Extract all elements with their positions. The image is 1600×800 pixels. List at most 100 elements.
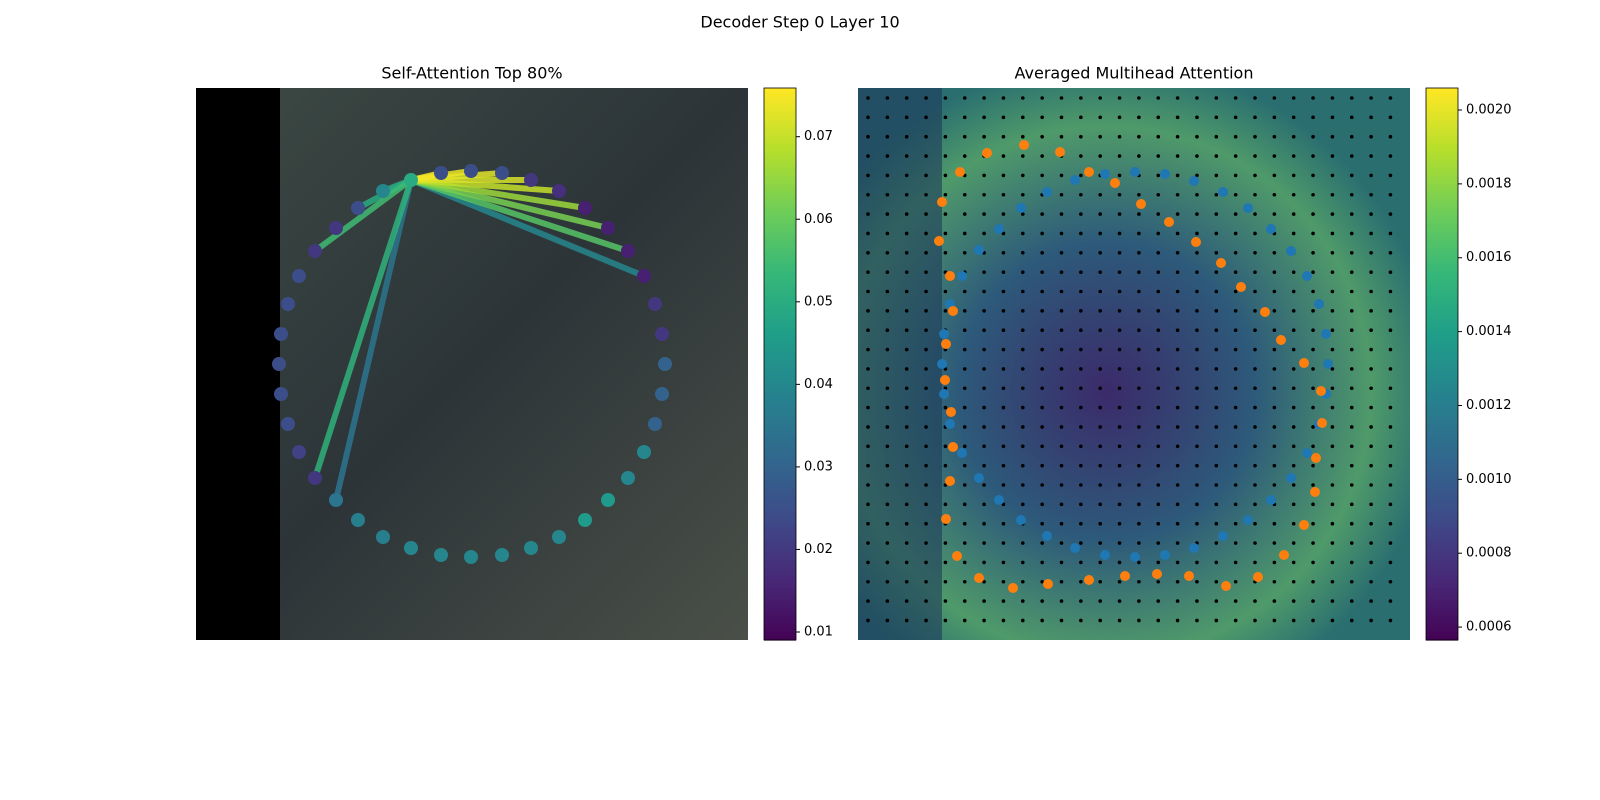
grid-dot bbox=[1059, 173, 1064, 178]
point bbox=[1189, 543, 1199, 553]
grid-dot bbox=[1272, 463, 1277, 468]
grid-dot bbox=[1291, 521, 1296, 526]
grid-dot bbox=[866, 192, 870, 197]
colorbar-swatch bbox=[764, 560, 796, 565]
grid-dot bbox=[1079, 502, 1083, 507]
grid-dot bbox=[1021, 425, 1025, 429]
point bbox=[1276, 335, 1286, 345]
grid-dot bbox=[1175, 134, 1180, 139]
grid-dot bbox=[924, 134, 928, 139]
grid-dot bbox=[1079, 328, 1083, 333]
grid-dot bbox=[1175, 309, 1180, 313]
grid-dot bbox=[885, 96, 890, 100]
colorbar-swatch bbox=[764, 336, 796, 341]
grid-dot bbox=[1369, 173, 1373, 178]
colorbar-swatch bbox=[1426, 432, 1458, 437]
colorbar-swatch bbox=[764, 632, 796, 637]
grid-dot bbox=[1330, 463, 1335, 468]
grid-dot bbox=[1098, 212, 1102, 216]
colorbar-swatch bbox=[1426, 160, 1458, 165]
colorbar-swatch bbox=[764, 636, 796, 641]
grid-dot bbox=[924, 212, 928, 216]
colorbar-swatch bbox=[1426, 220, 1458, 225]
grid-dot bbox=[866, 541, 870, 545]
colorbar-swatch bbox=[764, 248, 796, 253]
colorbar-swatch bbox=[1426, 188, 1458, 193]
colorbar-swatch bbox=[764, 576, 796, 581]
colorbar-swatch bbox=[764, 112, 796, 117]
grid-dot bbox=[1233, 289, 1238, 294]
grid-dot bbox=[982, 386, 986, 391]
colorbar-swatch bbox=[1426, 144, 1458, 149]
grid-dot bbox=[962, 289, 967, 294]
point bbox=[1321, 329, 1331, 339]
colorbar-swatch bbox=[1426, 172, 1458, 177]
colorbar-swatch bbox=[764, 384, 796, 389]
grid-dot bbox=[1311, 579, 1315, 584]
point bbox=[1110, 178, 1120, 188]
grid-dot bbox=[885, 231, 890, 236]
grid-dot bbox=[1272, 444, 1277, 449]
grid-dot bbox=[962, 405, 967, 410]
grid-dot bbox=[1253, 134, 1257, 139]
grid-dot bbox=[885, 328, 890, 333]
colorbar-swatch bbox=[1426, 580, 1458, 585]
grid-dot bbox=[1272, 289, 1277, 294]
grid-dot bbox=[1311, 115, 1315, 120]
grid-dot bbox=[1233, 328, 1238, 333]
grid-dot bbox=[1040, 289, 1044, 294]
grid-dot bbox=[1272, 599, 1277, 603]
grid-dot bbox=[1253, 444, 1257, 449]
colorbar-swatch bbox=[1426, 472, 1458, 477]
grid-dot bbox=[1137, 328, 1141, 333]
colorbar-swatch bbox=[764, 300, 796, 305]
point bbox=[1236, 282, 1246, 292]
colorbar-swatch bbox=[1426, 532, 1458, 537]
grid-dot bbox=[1388, 618, 1393, 623]
colorbar-swatch bbox=[764, 344, 796, 349]
grid-dot bbox=[1291, 289, 1296, 294]
grid-dot bbox=[1349, 212, 1354, 216]
grid-dot bbox=[943, 541, 948, 545]
grid-dot bbox=[1059, 502, 1064, 507]
point bbox=[1216, 258, 1226, 268]
grid-dot bbox=[1330, 115, 1335, 120]
grid-dot bbox=[885, 599, 890, 603]
colorbar-swatch bbox=[764, 168, 796, 173]
grid-dot bbox=[1137, 618, 1141, 623]
grid-dot bbox=[1040, 270, 1044, 274]
grid-dot bbox=[924, 367, 928, 371]
point bbox=[621, 244, 635, 258]
point bbox=[955, 167, 965, 177]
colorbar-swatch bbox=[1426, 492, 1458, 497]
point bbox=[434, 548, 448, 562]
grid-dot bbox=[982, 231, 986, 236]
grid-dot bbox=[904, 115, 909, 120]
grid-dot bbox=[1233, 309, 1238, 313]
colorbar-swatch bbox=[1426, 376, 1458, 381]
grid-dot bbox=[1349, 328, 1354, 333]
grid-dot bbox=[866, 96, 870, 100]
colorbar-swatch bbox=[1426, 296, 1458, 301]
colorbar-tick-label: 0.05 bbox=[804, 294, 833, 309]
colorbar-swatch bbox=[1426, 192, 1458, 197]
point bbox=[1323, 359, 1333, 369]
grid-dot bbox=[1079, 521, 1083, 526]
colorbar-swatch bbox=[1426, 464, 1458, 469]
grid-dot bbox=[924, 289, 928, 294]
colorbar-swatch bbox=[1426, 468, 1458, 473]
grid-dot bbox=[1079, 599, 1083, 603]
grid-dot bbox=[1098, 251, 1102, 255]
colorbar-swatch bbox=[1426, 408, 1458, 413]
grid-dot bbox=[1156, 618, 1161, 623]
grid-dot bbox=[1272, 618, 1277, 623]
grid-dot bbox=[1001, 347, 1006, 352]
grid-dot bbox=[962, 579, 967, 584]
colorbar-swatch bbox=[1426, 452, 1458, 457]
colorbar-swatch bbox=[764, 220, 796, 225]
grid-dot bbox=[1156, 212, 1161, 216]
grid-dot bbox=[1349, 618, 1354, 623]
grid-dot bbox=[1098, 405, 1102, 410]
grid-dot bbox=[1175, 579, 1180, 584]
grid-dot bbox=[1059, 270, 1064, 274]
